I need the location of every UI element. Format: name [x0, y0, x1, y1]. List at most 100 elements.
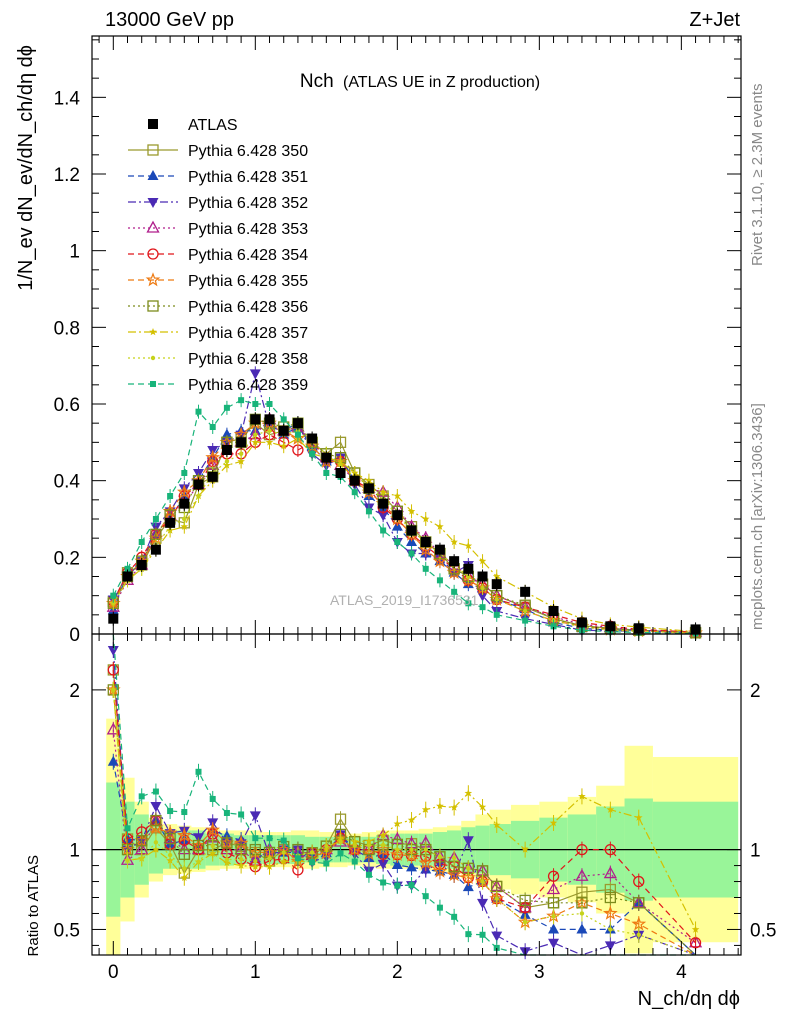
- data-point: [294, 431, 301, 438]
- ratio-point: [478, 803, 487, 811]
- ratio-point: [309, 850, 315, 855]
- ratio-point: [492, 821, 501, 829]
- ratio-series-pythia-6-428-358: [111, 681, 696, 956]
- series-line: [112, 430, 696, 634]
- ratio-point: [138, 793, 145, 800]
- data-point: [237, 457, 245, 465]
- y-tick-label: 1.4: [54, 88, 81, 109]
- y-tick-label: 0: [69, 625, 80, 646]
- ratio-point: [309, 859, 316, 866]
- data-point: [491, 579, 502, 590]
- ratio-point: [153, 840, 159, 845]
- data-point: [522, 608, 528, 614]
- data-point: [182, 516, 187, 522]
- data-point: [209, 424, 216, 430]
- ratio-y-axis-label: Ratio to ATLAS: [25, 855, 42, 956]
- ratio-point: [267, 855, 272, 861]
- data-point: [464, 541, 473, 550]
- ratio-point: [493, 944, 500, 951]
- ratio-point: [393, 819, 402, 828]
- ratio-point: [404, 847, 419, 862]
- ratio-point: [466, 866, 471, 871]
- ratio-point: [334, 813, 347, 825]
- ratio-point: [633, 875, 645, 888]
- data-point: [365, 508, 372, 515]
- ratio-point: [223, 809, 230, 816]
- data-point: [493, 611, 500, 618]
- legend-label: Pythia 6.428 350: [188, 143, 308, 160]
- data-point: [380, 527, 387, 534]
- data-point: [421, 515, 430, 523]
- legend-label: Pythia 6.428 352: [188, 195, 308, 212]
- legend-label: Pythia 6.428 359: [188, 377, 308, 394]
- series-line: [112, 422, 696, 634]
- data-point: [520, 586, 531, 597]
- x-tick-labels: 0 1 2 3 4: [108, 962, 687, 983]
- ratio-point: [279, 857, 288, 865]
- axis-ticks: [92, 36, 741, 955]
- ratio-point: [266, 835, 273, 842]
- x-tick-label: 4: [676, 962, 687, 983]
- ratio-point: [195, 768, 202, 775]
- mcplots-label: mcplots.cern.ch [arXiv:1306.3436]: [749, 403, 766, 630]
- ratio-line: [112, 689, 697, 956]
- ratio-point: [377, 859, 389, 870]
- ratio-point: [253, 858, 258, 864]
- ratio-point: [265, 862, 274, 870]
- ratio-point: [575, 868, 589, 881]
- data-point: [292, 418, 303, 429]
- ratio-point: [221, 837, 233, 849]
- ratio-point: [464, 789, 473, 797]
- ratio-point: [576, 923, 588, 934]
- ratio-point: [210, 843, 215, 848]
- ratio-point: [604, 843, 616, 856]
- data-point: [548, 606, 559, 616]
- legend-label: Pythia 6.428 357: [188, 325, 308, 342]
- data-point: [179, 498, 190, 509]
- ratio-point: [139, 856, 144, 861]
- legend-item: Pythia 6.428 350: [128, 143, 308, 160]
- legend-marker: [145, 272, 161, 287]
- data-point: [266, 401, 273, 407]
- ratio-point: [432, 863, 448, 878]
- ratio-point: [178, 848, 190, 860]
- data-point: [195, 408, 202, 415]
- ratio-point: [446, 867, 462, 882]
- ratio-point: [182, 866, 187, 871]
- energy-label: 13000 GeV pp: [105, 9, 234, 31]
- ratio-point: [365, 871, 372, 878]
- ratio-point: [337, 850, 344, 857]
- ratio-point: [125, 858, 130, 863]
- legend-item: Pythia 6.428 356: [128, 299, 308, 316]
- data-point: [394, 539, 401, 545]
- ratio-tick-label-right: 1: [750, 841, 761, 862]
- ratio-point: [551, 913, 556, 919]
- ratio-point: [604, 891, 616, 904]
- data-point: [432, 553, 448, 568]
- data-point: [334, 436, 347, 448]
- legend-label: ATLAS: [188, 117, 238, 134]
- data-point: [250, 414, 261, 425]
- legend-marker: [146, 220, 160, 233]
- ratio-point: [422, 893, 429, 900]
- ratio-point: [238, 856, 244, 862]
- ratio-point: [636, 932, 641, 937]
- data-point: [478, 557, 487, 565]
- data-point: [267, 428, 272, 434]
- ratio-tick-label: 2: [69, 681, 80, 702]
- ratio-point: [634, 813, 643, 821]
- ratio-panel-frame: [91, 633, 742, 956]
- ratio-point: [107, 755, 119, 766]
- ratio-point: [462, 881, 474, 892]
- y-tick-label: 1.2: [54, 165, 80, 186]
- ratio-point: [631, 916, 647, 931]
- data-point: [550, 623, 557, 630]
- legend-marker: [147, 300, 159, 312]
- legend-item: Pythia 6.428 358: [128, 351, 308, 368]
- data-point: [434, 544, 445, 555]
- legend-marker: [149, 328, 157, 336]
- ratio-line: [112, 689, 696, 956]
- ratio-point: [352, 843, 357, 848]
- ratio-point: [408, 882, 415, 889]
- data-point: [150, 544, 161, 555]
